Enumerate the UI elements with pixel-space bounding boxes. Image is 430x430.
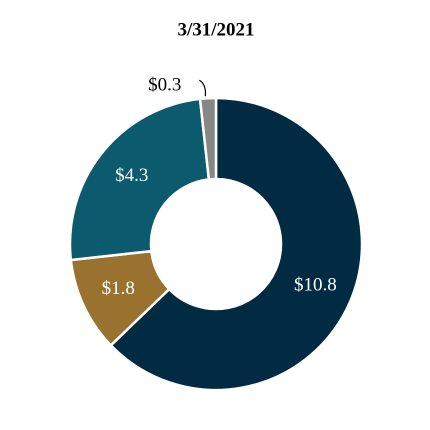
data-label: $10.8 [294, 275, 337, 296]
chart-title: 3/31/2021 [177, 19, 254, 40]
data-label: $1.8 [102, 278, 135, 299]
data-label: $0.3 [148, 75, 181, 96]
leader-line [199, 79, 207, 97]
donut-slice [109, 96, 364, 392]
donut-slice [68, 97, 211, 262]
data-label: $4.3 [115, 165, 148, 186]
donut-slice [198, 96, 218, 181]
